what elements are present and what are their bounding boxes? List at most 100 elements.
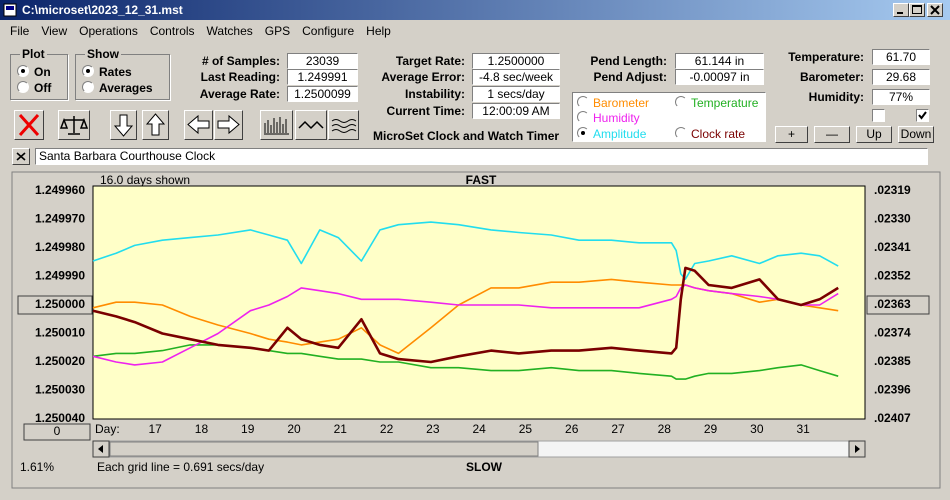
y-tick-label: 1.249990 — [35, 269, 85, 283]
days-shown: 16.0 days shown — [100, 173, 190, 187]
menu-item[interactable]: Operations — [79, 24, 138, 38]
radio-button[interactable] — [675, 127, 687, 139]
menu-item[interactable]: Controls — [149, 24, 195, 38]
field-label: Pend Length: — [590, 54, 667, 68]
button[interactable]: + — [775, 126, 808, 143]
field-label: Temperature: — [788, 50, 864, 64]
field-value: 1.2500099 — [287, 86, 358, 102]
field-label: Target Rate: — [395, 54, 465, 68]
field-label: # of Samples: — [201, 54, 280, 68]
radio-dot — [581, 131, 585, 135]
radio-button[interactable] — [17, 81, 29, 93]
radio-dot — [86, 69, 90, 73]
x-tick-label: 25 — [519, 422, 533, 436]
y2-tick-label: .02330 — [874, 212, 911, 226]
close-button[interactable] — [927, 3, 943, 17]
menu-bar: File View Operations Controls Watches GPS Conf… — [0, 22, 950, 40]
y-tick-label: 1.250000 — [35, 297, 85, 311]
menu-item[interactable]: Help — [366, 24, 391, 38]
tick-button — [866, 295, 930, 315]
checkbox[interactable] — [916, 109, 929, 122]
button[interactable]: — — [814, 126, 850, 143]
left-button[interactable] — [184, 110, 213, 140]
legend-label: Temperature — [691, 96, 759, 110]
y-tick-label: 1.249970 — [35, 212, 85, 226]
radio-button[interactable] — [17, 65, 29, 77]
plot-area — [92, 185, 866, 420]
legend-label: Humidity — [593, 111, 640, 125]
group-box — [75, 54, 170, 100]
top-label: FAST — [466, 173, 497, 187]
y2-tick-label: .02363 — [874, 297, 911, 311]
y2-tick-label: .02374 — [874, 326, 911, 340]
y-tick-label: 1.250040 — [35, 411, 85, 425]
series-line — [92, 284, 839, 366]
field-label: Average Rate: — [199, 87, 280, 101]
radio-button[interactable] — [577, 111, 589, 123]
scrollbar-thumb — [109, 441, 539, 457]
x-tick-label: 30 — [750, 422, 764, 436]
menu-item[interactable]: File — [10, 24, 30, 38]
y2-tick-label: .02352 — [874, 269, 911, 283]
app-name: MicroSet Clock and Watch Timer — [373, 129, 560, 143]
y-tick-label: 1.250020 — [35, 354, 85, 368]
y2-tick-label: .02341 — [874, 240, 911, 254]
field-value: 1.2500000 — [472, 53, 560, 69]
button[interactable]: Down — [898, 126, 934, 143]
button[interactable]: Up — [856, 126, 892, 143]
wave-button[interactable] — [295, 110, 327, 140]
radio-dot — [21, 69, 25, 73]
calibrate-button[interactable] — [58, 110, 90, 140]
radio-button[interactable] — [82, 81, 94, 93]
menu-item[interactable]: View — [41, 24, 68, 38]
maximize-button[interactable] — [909, 3, 925, 17]
field-value: 23039 — [287, 53, 358, 69]
up-button[interactable] — [142, 110, 169, 140]
field-label: Current Time: — [386, 104, 465, 118]
y-tick-label: 1.250010 — [35, 326, 85, 340]
x-tick-label: 17 — [148, 422, 162, 436]
radio-button[interactable] — [577, 96, 589, 108]
radio-label: Rates — [99, 65, 132, 79]
minimize-button[interactable] — [893, 3, 909, 17]
radio-label: On — [34, 65, 51, 79]
radio-button[interactable] — [675, 96, 687, 108]
menu-item[interactable]: Watches — [206, 24, 253, 38]
scroll-left-arrow — [98, 445, 103, 453]
x-tick-label: 21 — [334, 422, 348, 436]
field-value: 1.249991 — [287, 69, 358, 85]
clock-name[interactable]: Santa Barbara Courthouse Clock — [35, 148, 928, 165]
scroll-value: 0 — [54, 424, 61, 438]
field-value: 77% — [872, 89, 930, 105]
menu-item[interactable]: GPS — [264, 24, 291, 38]
clear-button[interactable] — [14, 110, 44, 140]
bottom-label: SLOW — [466, 460, 503, 474]
checkbox[interactable] — [872, 109, 885, 122]
x-tick-label: 24 — [472, 422, 486, 436]
x-tick-label: 27 — [611, 422, 625, 436]
field-value: 61.70 — [872, 49, 930, 65]
series-line — [92, 266, 839, 364]
clear-name-button[interactable] — [12, 148, 30, 165]
radio-button[interactable] — [577, 127, 589, 139]
radio-button[interactable] — [82, 65, 94, 77]
down-button[interactable] — [110, 110, 137, 140]
right-button[interactable] — [214, 110, 243, 140]
field-label: Barometer: — [799, 70, 864, 84]
y-tick-label: 1.249980 — [35, 240, 85, 254]
x-label: Day: — [95, 422, 120, 436]
bars-button[interactable] — [260, 110, 293, 140]
waves-button[interactable] — [328, 110, 359, 140]
x-tick-label: 23 — [426, 422, 440, 436]
scroll-right-arrow — [855, 445, 860, 453]
window-title: C:\microset\2023_12_31.mst — [22, 3, 183, 17]
field-label: Last Reading: — [200, 70, 280, 84]
group-title: Plot — [20, 47, 47, 61]
menu-item[interactable]: Configure — [302, 24, 355, 38]
y-tick-label: 1.249960 — [35, 183, 85, 197]
x-tick-label: 28 — [658, 422, 672, 436]
field-value: -4.8 sec/week — [472, 69, 560, 85]
title-bar: C:\microset\2023_12_31.mst — [0, 0, 950, 20]
legend-label: Amplitude — [593, 127, 647, 141]
